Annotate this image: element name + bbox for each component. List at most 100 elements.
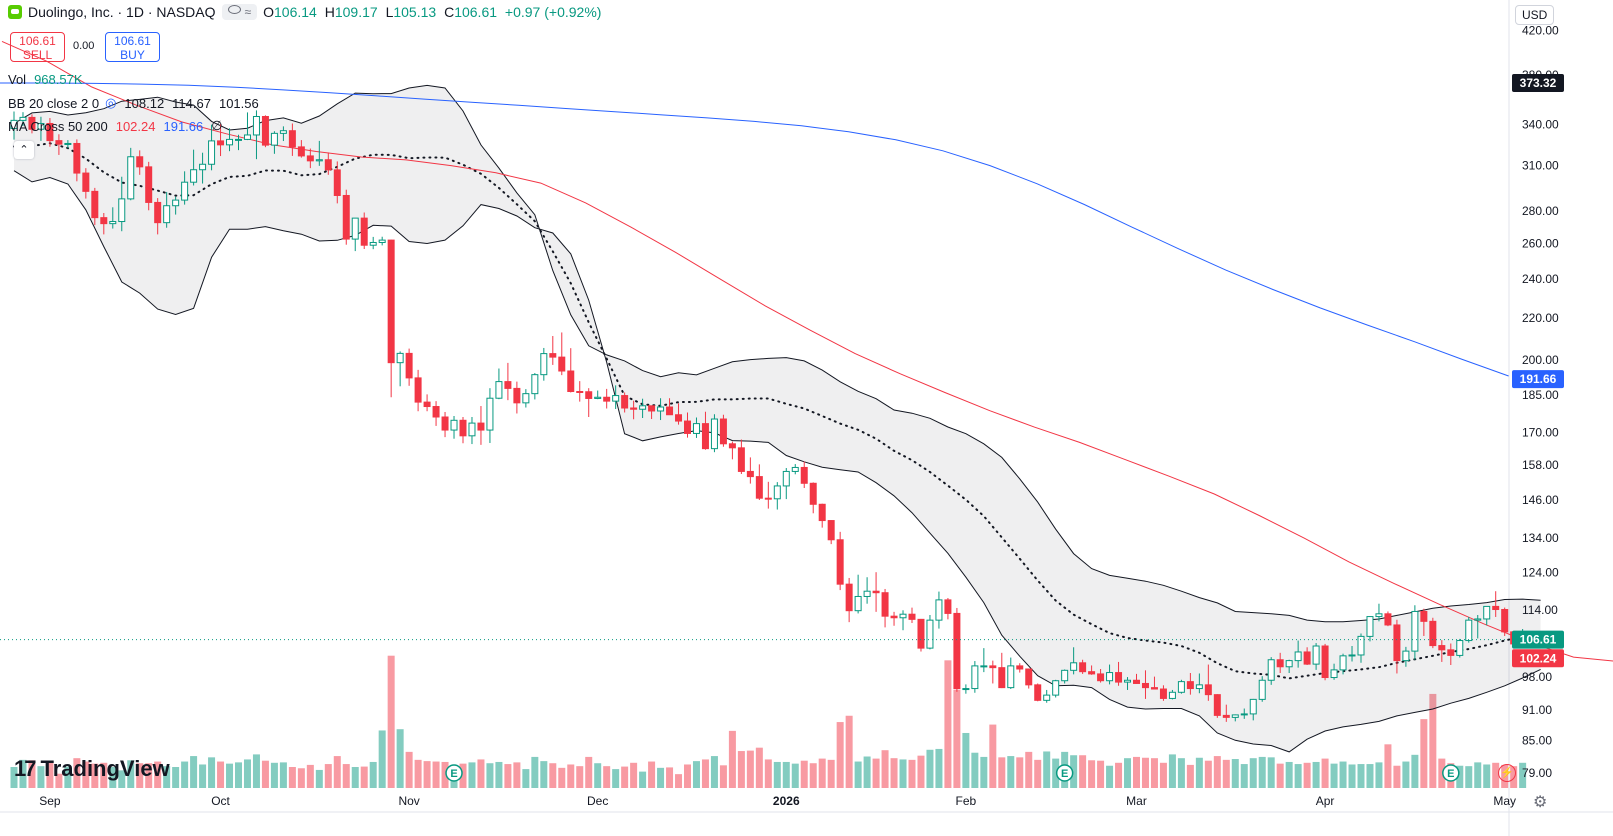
high-label: H	[324, 4, 335, 20]
candle-body	[917, 618, 925, 649]
y-tick-label: 170.00	[1522, 425, 1559, 439]
volume-bar	[944, 660, 952, 788]
candle-body	[1366, 616, 1374, 637]
symbol-title[interactable]: Duolingo, Inc. · 1D · NASDAQ	[28, 4, 216, 20]
volume-bar	[558, 767, 566, 788]
volume-bar	[872, 758, 880, 788]
volume-bar	[378, 730, 386, 788]
candle-body	[1025, 668, 1033, 686]
gear-icon[interactable]: ⚙	[1533, 794, 1548, 811]
candle-body	[324, 159, 332, 171]
y-tick-label: 420.00	[1522, 24, 1559, 38]
volume-bar	[468, 762, 476, 788]
volume-bar	[926, 749, 934, 788]
candle-body	[737, 447, 745, 472]
low-label: L	[385, 4, 394, 20]
candle-body	[594, 396, 602, 399]
bollinger-band-fill	[14, 85, 1541, 752]
volume-bar	[684, 764, 691, 788]
candle-body	[1088, 671, 1096, 675]
volume-bar	[791, 763, 799, 788]
candle-body	[576, 390, 584, 393]
indicator-toggle-button[interactable]: ≈	[221, 4, 258, 20]
volume-bar	[1267, 757, 1275, 788]
candle-body	[953, 612, 961, 690]
candle-body	[648, 405, 656, 412]
volume-bar	[163, 766, 171, 788]
candle-body	[459, 419, 467, 437]
y-tick-label: 340.00	[1522, 118, 1559, 132]
x-tick-label: 2026	[773, 794, 800, 808]
volume-bar	[998, 757, 1006, 788]
candle-body	[145, 166, 153, 203]
candle-body	[1240, 713, 1248, 716]
volume-bar	[1339, 761, 1347, 788]
volume-bar	[1276, 763, 1284, 788]
volume-bar	[1294, 764, 1302, 788]
volume-bar	[1204, 760, 1212, 788]
buy-button[interactable]: 106.61 BUY	[105, 32, 160, 62]
volume-bar	[279, 762, 287, 788]
volume-bar	[1384, 744, 1392, 788]
candle-body	[504, 381, 512, 389]
candle-body	[549, 353, 557, 358]
volume-bar	[486, 763, 494, 788]
candle-body	[728, 443, 736, 449]
volume-bar	[1456, 765, 1464, 788]
volume-bar	[1079, 755, 1087, 788]
ma-fast-value: 102.24	[115, 118, 156, 134]
collapse-legend-button[interactable]: ⌃	[14, 141, 34, 159]
volume-bar	[100, 762, 108, 788]
currency-selector[interactable]: USD	[1515, 5, 1555, 25]
approx-icon: ≈	[244, 5, 252, 19]
candle-body	[1348, 654, 1356, 657]
candle-body	[82, 172, 90, 192]
volume-bar	[64, 766, 72, 788]
volume-bar	[980, 756, 988, 788]
ma-cross-legend[interactable]: MA Cross 50 200 102.24 191.66 ∅	[8, 118, 223, 134]
ma50-line	[1, 40, 1613, 662]
visibility-icon[interactable]: ◎	[105, 95, 117, 110]
candle-body	[1312, 645, 1320, 665]
candle-body	[1402, 650, 1410, 662]
volume-bar	[1465, 766, 1473, 788]
volume-bar	[746, 750, 754, 788]
volume-bar	[243, 759, 251, 788]
candle-body	[226, 138, 234, 146]
lightning-icon[interactable]: ⚡	[1498, 764, 1516, 782]
candle-body	[495, 381, 503, 399]
y-tick-label: 91.00	[1522, 703, 1552, 717]
tradingview-wordmark: TradingView	[40, 756, 170, 781]
candle-body	[666, 406, 674, 416]
candle-body	[235, 138, 242, 141]
candle-body	[1420, 610, 1428, 622]
volume-bar	[585, 756, 593, 788]
bollinger-legend[interactable]: BB 20 close 2 0 ◎ 108.12 114.67 101.56	[8, 95, 259, 111]
volume-bar	[109, 767, 117, 788]
candle-body	[800, 466, 808, 484]
sell-button[interactable]: 106.61 SELL	[10, 32, 65, 62]
candle-body	[55, 140, 63, 145]
candle-body	[486, 397, 494, 431]
y-tick-label: 260.00	[1522, 237, 1559, 251]
volume-bar	[728, 730, 736, 788]
tradingview-mark-icon: 17	[14, 756, 37, 781]
volume-bar	[82, 761, 90, 788]
candle-body	[908, 613, 916, 620]
candle-body	[558, 356, 566, 372]
candle-body	[154, 201, 162, 224]
earnings-marker-label: E	[1061, 768, 1068, 780]
volume-bar	[118, 770, 126, 788]
volume-bar	[1438, 758, 1446, 788]
volume-legend[interactable]: Vol 968.57K	[8, 72, 83, 87]
candle-body	[567, 370, 575, 392]
volume-bar	[1330, 763, 1338, 788]
candle-body	[181, 181, 189, 201]
volume-bar	[701, 759, 709, 788]
volume-bar	[1106, 765, 1114, 788]
volume-bar	[1034, 759, 1042, 788]
candle-body	[1321, 645, 1329, 679]
volume-bar	[217, 761, 225, 788]
candle-body	[944, 599, 952, 614]
